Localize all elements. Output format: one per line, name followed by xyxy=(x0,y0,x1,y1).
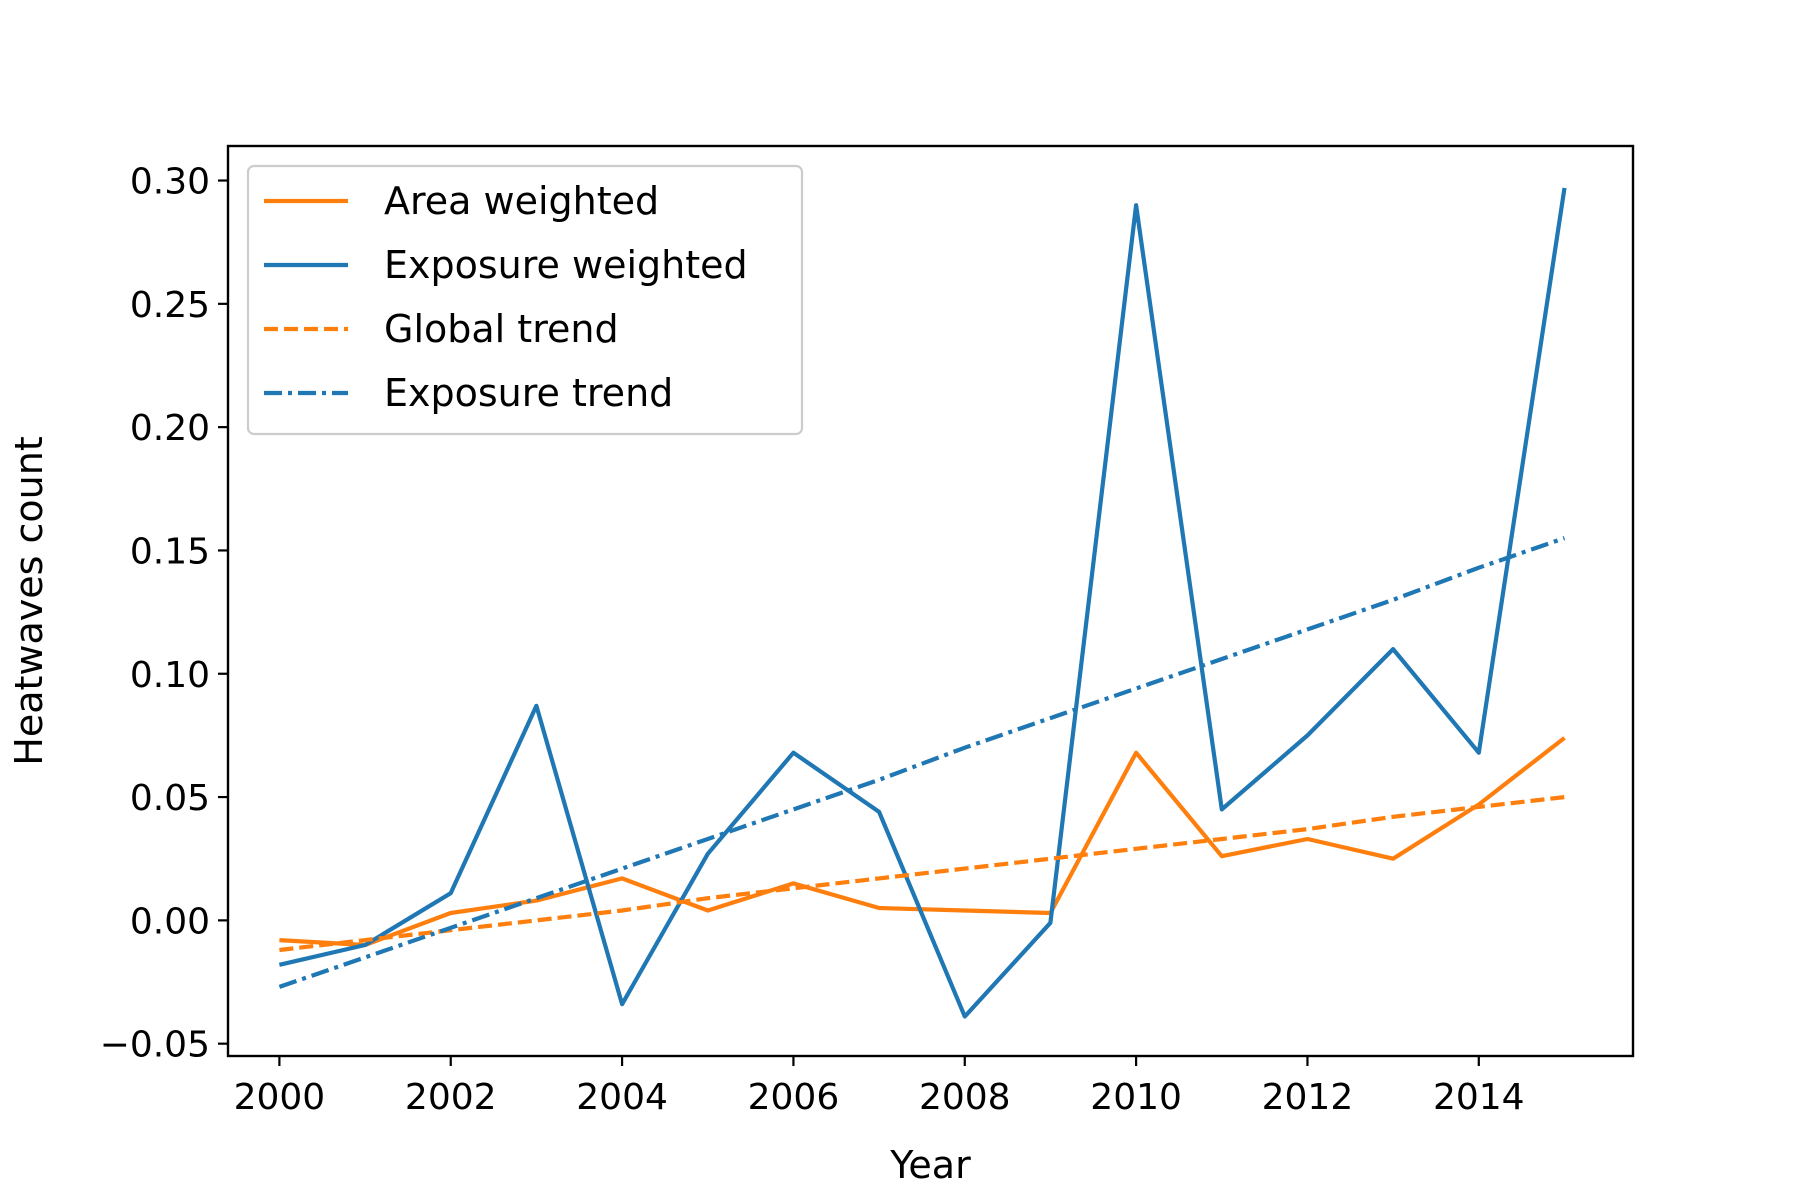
x-tick-label: 2014 xyxy=(1433,1077,1525,1118)
x-tick-label: 2002 xyxy=(405,1077,497,1118)
x-axis-title: Year xyxy=(889,1143,971,1187)
legend-label-global-trend: Global trend xyxy=(384,307,619,351)
y-tick-label: 0.00 xyxy=(130,901,210,942)
legend: Area weighted Exposure weighted Global tre… xyxy=(248,166,802,434)
legend-label-exposure-trend: Exposure trend xyxy=(384,371,673,415)
x-tick-label: 2000 xyxy=(234,1077,326,1118)
y-tick-label: 0.15 xyxy=(130,531,210,572)
x-tick-label: 2006 xyxy=(748,1077,840,1118)
y-tick-label: 0.20 xyxy=(130,408,210,449)
x-tick-label: 2012 xyxy=(1262,1077,1354,1118)
y-tick-label: 0.25 xyxy=(130,285,210,326)
y-tick-label: 0.05 xyxy=(130,778,210,819)
x-tick-label: 2004 xyxy=(576,1077,668,1118)
y-tick-label: 0.30 xyxy=(130,162,210,203)
y-tick-label: −0.05 xyxy=(100,1025,210,1066)
legend-label-exposure-weighted: Exposure weighted xyxy=(384,243,748,287)
x-tick-label: 2008 xyxy=(919,1077,1011,1118)
x-tick-label: 2010 xyxy=(1090,1077,1182,1118)
y-axis-title: Heatwaves count xyxy=(7,436,51,765)
y-tick-label: 0.10 xyxy=(130,655,210,696)
legend-label-area-weighted: Area weighted xyxy=(384,179,659,223)
